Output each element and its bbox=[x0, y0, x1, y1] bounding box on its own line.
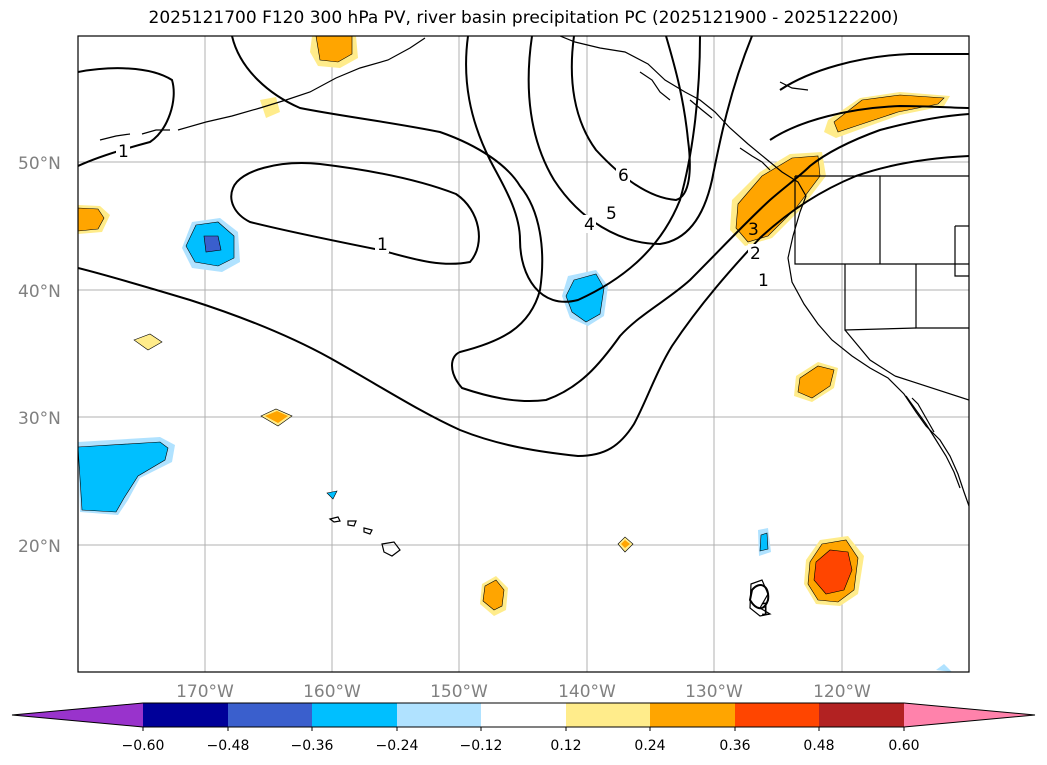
precip-positive-patch bbox=[78, 207, 105, 232]
longitude-labels: 170°W 160°W 150°W 140°W 130°W 120°W bbox=[176, 682, 871, 702]
precip-positive-patch bbox=[621, 540, 630, 548]
lat-label: 50°N bbox=[18, 154, 61, 174]
colorbar-segment bbox=[481, 703, 566, 727]
colorbar-segment bbox=[228, 703, 312, 727]
precip-negative-patch bbox=[203, 235, 222, 253]
precip-negative-patch bbox=[936, 664, 952, 672]
colorbar-segment bbox=[143, 703, 228, 727]
latitude-labels: 50°N 40°N 30°N 20°N bbox=[18, 154, 61, 557]
precip-positive-patch bbox=[265, 411, 288, 423]
precip-positive-patch bbox=[813, 549, 853, 595]
map-title: 2025121700 F120 300 hPa PV, river basin … bbox=[148, 8, 899, 28]
precip-negative-patch bbox=[565, 273, 605, 323]
map-frame bbox=[77, 35, 970, 673]
colorbar-segment bbox=[566, 703, 650, 727]
lon-label: 160°W bbox=[303, 682, 361, 702]
colorbar-segment bbox=[735, 703, 819, 727]
pv-contours bbox=[78, 36, 969, 610]
precip-positive-patch bbox=[833, 94, 945, 133]
contour-label: 1 bbox=[760, 600, 771, 620]
precip-negative-patch bbox=[326, 490, 338, 500]
colorbar-tick-label: −0.24 bbox=[376, 738, 419, 754]
colorbar-tick-label: 0.12 bbox=[550, 738, 581, 754]
colorbar-tick-label: 0.24 bbox=[634, 738, 665, 754]
colorbar-tick-label: −0.48 bbox=[207, 738, 250, 754]
precip-positive-patch bbox=[260, 97, 280, 118]
colorbar-segment bbox=[650, 703, 735, 727]
precip-positive-patch bbox=[482, 579, 505, 611]
precip-positive-patch bbox=[315, 36, 353, 63]
pv-contour-labels: 1 1 6 5 4 3 2 1 1 bbox=[116, 142, 771, 620]
colorbar-segment bbox=[397, 703, 481, 727]
colorbar-tick-label: −0.60 bbox=[122, 738, 165, 754]
lon-label: 140°W bbox=[558, 682, 616, 702]
contour-label: 3 bbox=[748, 220, 759, 240]
colorbar-segment bbox=[312, 703, 397, 727]
precip-positive-patch bbox=[133, 333, 163, 351]
contour-label: 2 bbox=[750, 244, 761, 264]
colorbar-tick-label: 0.48 bbox=[803, 738, 834, 754]
colorbar-segment bbox=[819, 703, 904, 727]
lat-label: 20°N bbox=[18, 537, 61, 557]
lon-label: 120°W bbox=[813, 682, 871, 702]
precip-negative-patch bbox=[759, 532, 769, 552]
contour-label: 1 bbox=[118, 142, 129, 162]
lon-label: 150°W bbox=[430, 682, 488, 702]
contour-label: 6 bbox=[618, 166, 629, 186]
colorbar-tick-label: −0.36 bbox=[291, 738, 334, 754]
colorbar-tick-label: 0.36 bbox=[719, 738, 750, 754]
coastlines bbox=[99, 36, 969, 617]
lat-label: 40°N bbox=[18, 282, 61, 302]
contour-label: 1 bbox=[758, 271, 769, 291]
colorbar: −0.60 −0.48 −0.36 −0.24 −0.12 0.12 0.24 … bbox=[11, 702, 1036, 754]
precip-negative-patch bbox=[78, 441, 169, 513]
contour-label: 5 bbox=[606, 204, 617, 224]
precip-positive-patch bbox=[797, 365, 835, 399]
contour-label: 4 bbox=[584, 215, 595, 235]
colorbar-tick-label: 0.60 bbox=[888, 738, 919, 754]
precip-positive-patch bbox=[735, 155, 821, 243]
contour-label: 1 bbox=[377, 235, 388, 255]
lon-label: 130°W bbox=[685, 682, 743, 702]
colorbar-tick-label: −0.12 bbox=[460, 738, 503, 754]
lon-label: 170°W bbox=[176, 682, 234, 702]
colorbar-extend-high bbox=[904, 703, 1035, 727]
colorbar-extend-low bbox=[12, 703, 143, 727]
lat-label: 30°N bbox=[18, 409, 61, 429]
